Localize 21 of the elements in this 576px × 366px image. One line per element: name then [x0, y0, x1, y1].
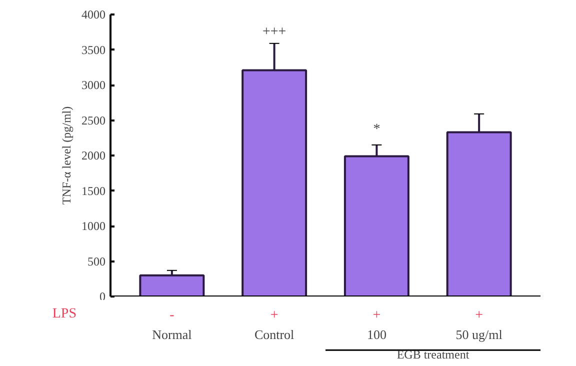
- x-tick-label: 50 ug/ml: [456, 327, 503, 342]
- text: LPS: [52, 306, 76, 322]
- y-tick-label: 2000: [82, 148, 106, 162]
- y-tick-label: 500: [88, 254, 106, 268]
- y-tick-label: 3000: [82, 78, 106, 92]
- y-tick-label: 4000: [82, 8, 106, 22]
- y-tick-label: 1500: [82, 184, 106, 198]
- text: +: [270, 308, 278, 324]
- x-tick-label: Control: [254, 327, 295, 342]
- x-tick-label: 100: [366, 327, 386, 342]
- x-tick-label: Normal: [152, 327, 192, 342]
- annotation: *: [373, 122, 380, 137]
- annotation: +++: [262, 24, 286, 40]
- bar: [139, 274, 205, 296]
- text: +: [372, 308, 381, 324]
- y-tick-label: 1000: [82, 219, 106, 233]
- y-axis-title: TNF-α level (pg/ml): [60, 106, 74, 205]
- text: +: [475, 308, 484, 324]
- y-tick-label: 2500: [82, 113, 106, 128]
- text: -: [170, 308, 175, 324]
- y-tick-label: 3500: [82, 42, 106, 57]
